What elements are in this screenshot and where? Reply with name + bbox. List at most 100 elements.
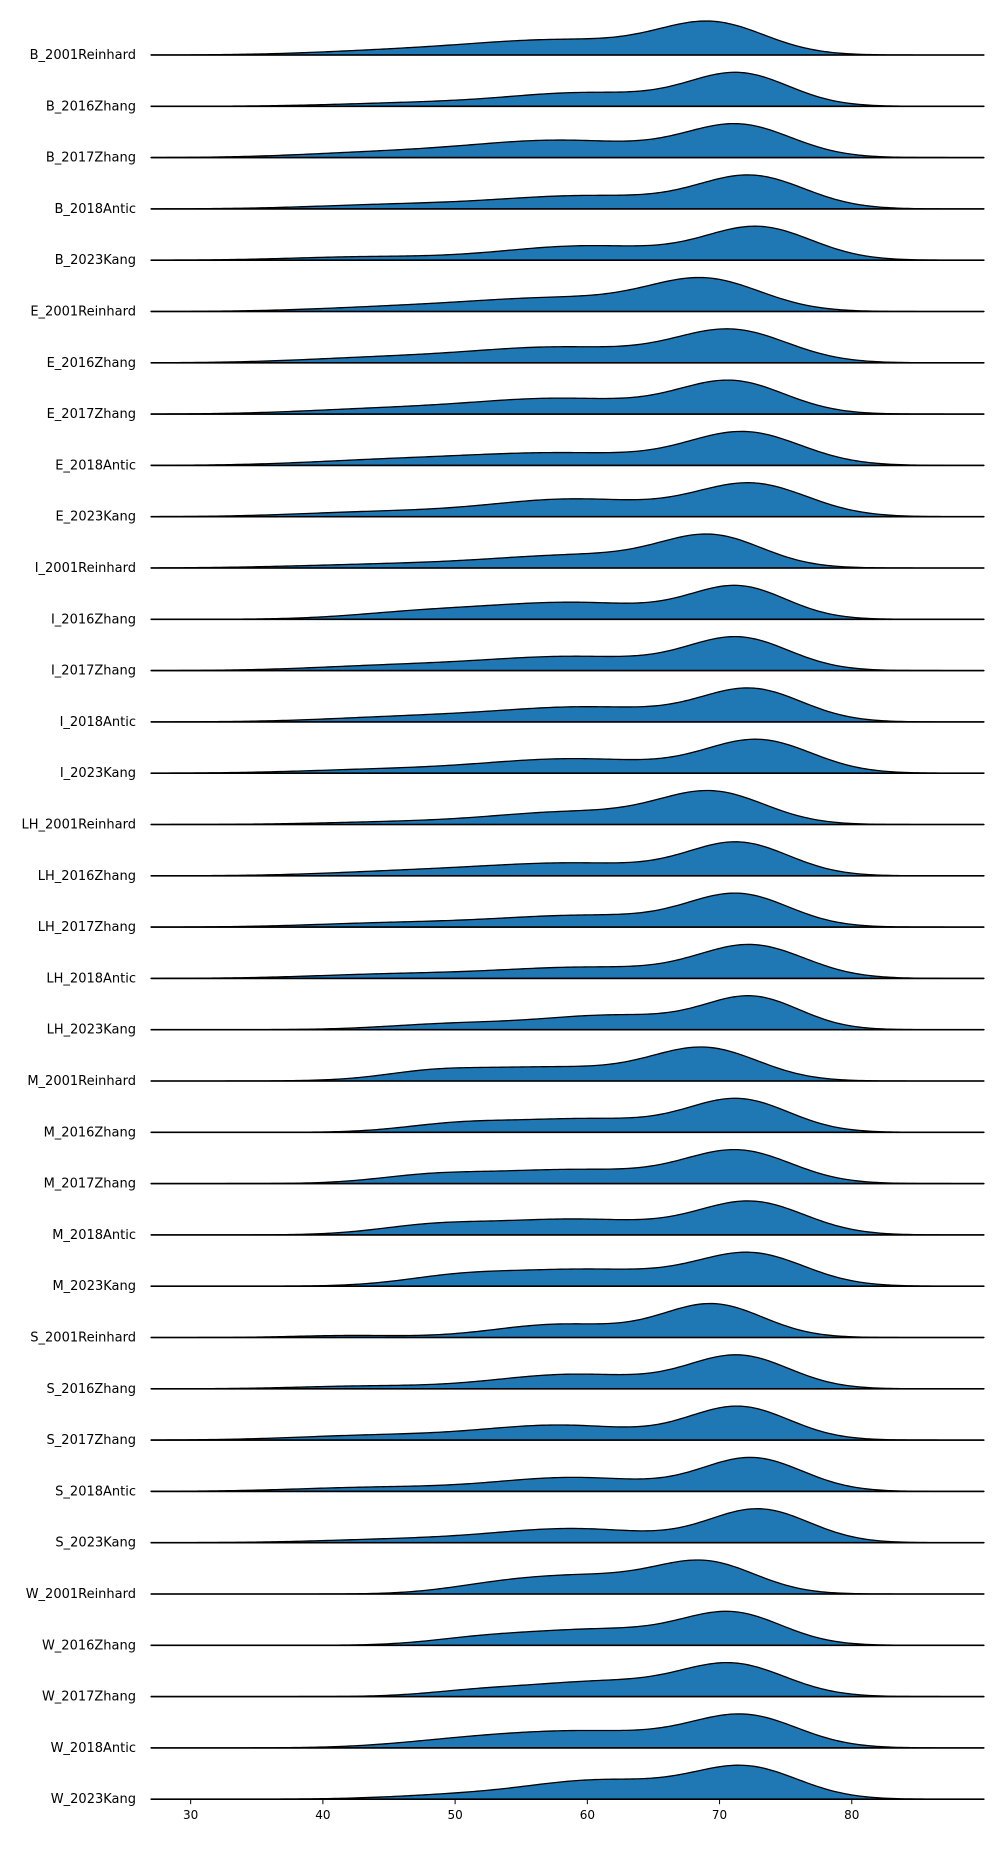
ridge-density-area	[150, 1764, 985, 1800]
ridge-density-area	[150, 1610, 985, 1646]
ridge-density-area	[150, 20, 985, 56]
ridge-label: M_2018Antic	[52, 1228, 136, 1243]
ridge-label: I_2018Antic	[60, 715, 136, 730]
x-tick-label: 70	[712, 1808, 727, 1822]
x-tick-label: 30	[183, 1808, 198, 1822]
ridge-row: LH_2018Antic	[46, 943, 985, 986]
ridge-row: S_2017Zhang	[47, 1405, 985, 1448]
ridge-label: M_2017Zhang	[44, 1177, 136, 1192]
ridge-label: I_2023Kang	[60, 766, 136, 781]
ridge-label: B_2001Reinhard	[30, 48, 136, 63]
ridge-density-area	[150, 584, 985, 620]
ridge-density-area	[150, 174, 985, 210]
ridge-density-area	[150, 892, 985, 928]
ridge-row: B_2017Zhang	[46, 122, 985, 166]
ridge-row: I_2018Antic	[60, 687, 985, 730]
ridge-label: B_2017Zhang	[46, 151, 136, 166]
ridge-label: E_2016Zhang	[47, 356, 136, 371]
ridge-label: S_2001Reinhard	[30, 1331, 136, 1346]
ridge-label: M_2023Kang	[52, 1279, 136, 1294]
x-axis: 30 40 50 60 70 80	[183, 1799, 859, 1822]
x-tick-label: 80	[844, 1808, 859, 1822]
ridge-row: S_2001Reinhard	[30, 1302, 985, 1346]
ridge-row: E_2023Kang	[55, 482, 985, 525]
ridge-row: LH_2016Zhang	[38, 841, 985, 884]
ridge-density-area	[150, 943, 985, 980]
ridge-density-area	[150, 430, 985, 467]
ridge-row: LH_2017Zhang	[38, 892, 985, 935]
ridge-label: S_2023Kang	[55, 1536, 136, 1551]
ridge-row: M_2023Kang	[52, 1251, 985, 1294]
ridge-row: I_2017Zhang	[51, 635, 985, 679]
ridge-density-area	[150, 276, 985, 313]
ridge-label: W_2016Zhang	[42, 1638, 136, 1653]
ridge-label: B_2016Zhang	[46, 99, 136, 114]
ridge-label: E_2017Zhang	[47, 407, 136, 422]
ridge-label: M_2001Reinhard	[27, 1074, 136, 1089]
ridge-row: W_2017Zhang	[42, 1661, 985, 1705]
ridge-row: LH_2023Kang	[47, 995, 985, 1038]
ridge-density-area	[150, 1559, 985, 1595]
ridge-row: M_2001Reinhard	[27, 1046, 985, 1089]
ridge-label: E_2018Antic	[55, 458, 136, 473]
ridge-label: LH_2023Kang	[47, 1023, 136, 1038]
ridge-density-area	[150, 379, 985, 415]
ridge-density-area	[150, 122, 985, 159]
ridge-row: M_2018Antic	[52, 1200, 985, 1243]
ridge-row: S_2018Antic	[55, 1456, 985, 1499]
ridge-label: B_2023Kang	[55, 253, 136, 268]
ridge-density-area	[150, 841, 985, 877]
ridge-label: LH_2017Zhang	[38, 920, 136, 935]
ridge-label: I_2016Zhang	[51, 612, 136, 627]
ridge-density-area	[150, 995, 985, 1031]
ridge-label: LH_2016Zhang	[38, 869, 136, 884]
ridge-row: I_2001Reinhard	[35, 533, 985, 576]
ridge-row: M_2016Zhang	[44, 1097, 985, 1140]
ridge-label: W_2001Reinhard	[26, 1587, 136, 1602]
ridge-row: W_2016Zhang	[42, 1610, 985, 1653]
ridge-density-area	[150, 789, 985, 826]
ridge-density-area	[150, 1097, 985, 1133]
ridge-row: B_2018Antic	[55, 174, 985, 217]
ridge-label: W_2017Zhang	[42, 1690, 136, 1705]
ridge-label: LH_2018Antic	[46, 971, 136, 986]
ridge-density-area	[150, 1354, 985, 1390]
ridge-row: W_2001Reinhard	[26, 1559, 985, 1602]
ridge-density-area	[150, 635, 985, 672]
ridge-density-area	[150, 1713, 985, 1749]
ridge-row: W_2023Kang	[51, 1764, 985, 1807]
ridge-row: W_2018Antic	[51, 1713, 985, 1756]
ridge-row: B_2023Kang	[55, 225, 985, 268]
ridge-density-area	[150, 1405, 985, 1441]
ridge-density-area	[150, 482, 985, 518]
ridge-row: E_2016Zhang	[47, 328, 985, 371]
x-tick-label: 50	[447, 1808, 462, 1822]
x-tick-label: 40	[315, 1808, 330, 1822]
ridge-density-area	[150, 738, 985, 774]
ridge-label: E_2001Reinhard	[30, 305, 136, 320]
ridge-label: I_2001Reinhard	[35, 561, 136, 576]
ridge-row: E_2018Antic	[55, 430, 985, 473]
ridge-density-area	[150, 1046, 985, 1082]
ridge-density-area	[150, 1200, 985, 1236]
ridge-row: B_2001Reinhard	[30, 20, 985, 63]
ridge-density-area	[150, 225, 985, 261]
ridge-density-area	[150, 1456, 985, 1493]
x-tick-label: 60	[580, 1808, 595, 1822]
ridge-density-area	[150, 71, 985, 107]
ridge-label: W_2023Kang	[51, 1792, 136, 1807]
ridge-row: S_2023Kang	[55, 1508, 985, 1551]
ridge-row: M_2017Zhang	[44, 1148, 985, 1192]
ridge-row: S_2016Zhang	[47, 1354, 985, 1397]
ridges-group: B_2001Reinhard B_2016Zhang B_2017Zhang B_20…	[22, 20, 985, 1807]
ridge-density-area	[150, 328, 985, 364]
ridge-label: W_2018Antic	[51, 1741, 136, 1756]
ridge-row: E_2001Reinhard	[30, 276, 985, 320]
ridge-label: B_2018Antic	[55, 202, 137, 217]
ridge-density-area	[150, 1661, 985, 1698]
ridge-row: E_2017Zhang	[47, 379, 985, 422]
ridge-row: I_2016Zhang	[51, 584, 985, 627]
ridge-label: I_2017Zhang	[51, 664, 136, 679]
ridge-label: S_2017Zhang	[47, 1433, 136, 1448]
